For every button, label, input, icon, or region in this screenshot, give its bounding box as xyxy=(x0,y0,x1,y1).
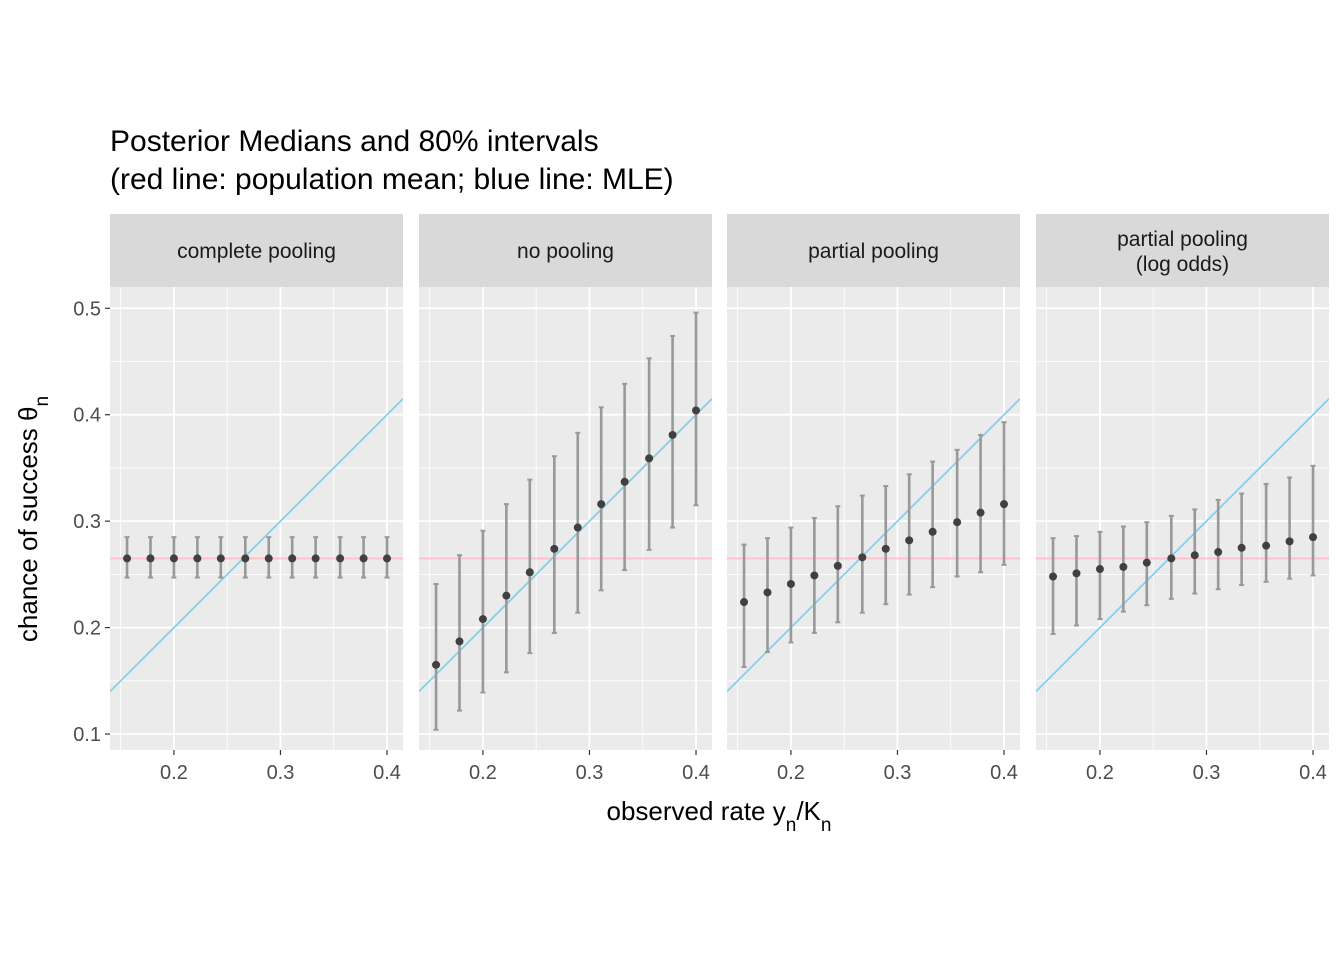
facet-label: partial pooling xyxy=(1117,228,1248,251)
median-point xyxy=(740,598,749,607)
median-point xyxy=(311,554,320,563)
panel-background xyxy=(1036,287,1329,750)
median-point xyxy=(976,508,985,517)
x-axis-title: observed rate yn/Kn xyxy=(607,796,832,836)
median-point xyxy=(478,615,487,624)
x-tick-label: 0.3 xyxy=(884,762,912,784)
median-point xyxy=(216,554,225,563)
mle-line xyxy=(727,398,1020,693)
median-point xyxy=(193,554,202,563)
facet-panel: partial pooling 0.2 0.3 0.4 xyxy=(727,214,1020,784)
median-point xyxy=(692,406,701,415)
median-point xyxy=(1119,562,1128,571)
median-point xyxy=(1167,554,1176,563)
median-point xyxy=(763,588,772,597)
y-tick-label: 0.3 xyxy=(73,511,101,533)
facet-panel: no pooling 0.2 0.3 0.4 xyxy=(419,214,712,784)
median-point xyxy=(573,523,582,532)
median-point xyxy=(786,579,795,588)
median-point xyxy=(1190,551,1199,560)
y-tick-label: 0.4 xyxy=(73,405,101,427)
median-point xyxy=(455,637,464,646)
x-tick-label: 0.4 xyxy=(682,762,710,784)
facet-label: partial pooling xyxy=(808,240,939,263)
x-tick-label: 0.3 xyxy=(267,762,295,784)
median-point xyxy=(146,554,155,563)
chart-title-line1: Posterior Medians and 80% intervals xyxy=(110,125,599,158)
x-tick-label: 0.3 xyxy=(1193,762,1221,784)
x-tick-label: 0.2 xyxy=(1086,762,1114,784)
facet-strip xyxy=(727,214,1020,287)
facet-panel: complete pooling 0.2 0.3 0.4 xyxy=(110,214,403,784)
median-point xyxy=(123,554,132,563)
facet-strip xyxy=(110,214,403,287)
facet-strip xyxy=(1036,214,1329,287)
median-point xyxy=(597,500,606,509)
median-point xyxy=(550,544,559,553)
median-point xyxy=(668,430,677,439)
median-point xyxy=(645,454,654,463)
x-tick-label: 0.4 xyxy=(373,762,401,784)
panel-background xyxy=(419,287,712,750)
median-point xyxy=(953,518,962,527)
median-point xyxy=(881,544,890,553)
x-tick-label: 0.2 xyxy=(160,762,188,784)
x-tick-label: 0.4 xyxy=(1299,762,1327,784)
y-axis-title: chance of success θn xyxy=(13,396,53,642)
y-tick-label: 0.5 xyxy=(73,298,101,320)
median-point xyxy=(858,553,867,562)
median-point xyxy=(383,554,392,563)
x-tick-label: 0.4 xyxy=(990,762,1018,784)
facet-label: no pooling xyxy=(517,240,614,263)
facet-panel: partial pooling(log odds) 0.2 0.3 0.4 xyxy=(1036,214,1329,784)
median-point xyxy=(928,527,937,536)
median-point xyxy=(1285,537,1294,546)
median-point xyxy=(169,554,178,563)
median-point xyxy=(1262,541,1271,550)
facet-strip xyxy=(419,214,712,287)
median-point xyxy=(1049,572,1058,581)
median-point xyxy=(810,571,819,580)
median-point xyxy=(1072,569,1081,578)
y-tick-label: 0.2 xyxy=(73,618,101,640)
median-point xyxy=(620,477,629,486)
median-point xyxy=(905,536,914,545)
facet-label: complete pooling xyxy=(177,240,336,263)
median-point xyxy=(1214,548,1223,557)
median-point xyxy=(241,554,250,563)
median-point xyxy=(1095,565,1104,574)
chart-title-line2: (red line: population mean; blue line: M… xyxy=(110,163,674,196)
median-point xyxy=(833,561,842,570)
median-point xyxy=(336,554,345,563)
median-point xyxy=(525,568,534,577)
median-point xyxy=(1142,558,1151,567)
mle-line xyxy=(110,398,403,693)
x-tick-label: 0.3 xyxy=(576,762,604,784)
y-tick-label: 0.1 xyxy=(73,724,101,746)
median-point xyxy=(1000,500,1009,509)
median-point xyxy=(359,554,368,563)
median-point xyxy=(1309,533,1318,542)
x-tick-label: 0.2 xyxy=(777,762,805,784)
mle-line xyxy=(419,398,712,693)
mle-line xyxy=(1036,398,1329,693)
median-point xyxy=(432,660,441,669)
facet-panels: 0.1 0.2 0.3 0.4 0.5 complete pooling 0.2 0.3 0.4… xyxy=(73,214,1329,784)
median-point xyxy=(1237,543,1246,552)
facet-label-line2: (log odds) xyxy=(1136,253,1229,276)
panel-background xyxy=(727,287,1020,750)
median-point xyxy=(502,591,511,600)
median-point xyxy=(264,554,273,563)
median-point xyxy=(288,554,297,563)
x-tick-label: 0.2 xyxy=(469,762,497,784)
panel-background xyxy=(110,287,403,750)
